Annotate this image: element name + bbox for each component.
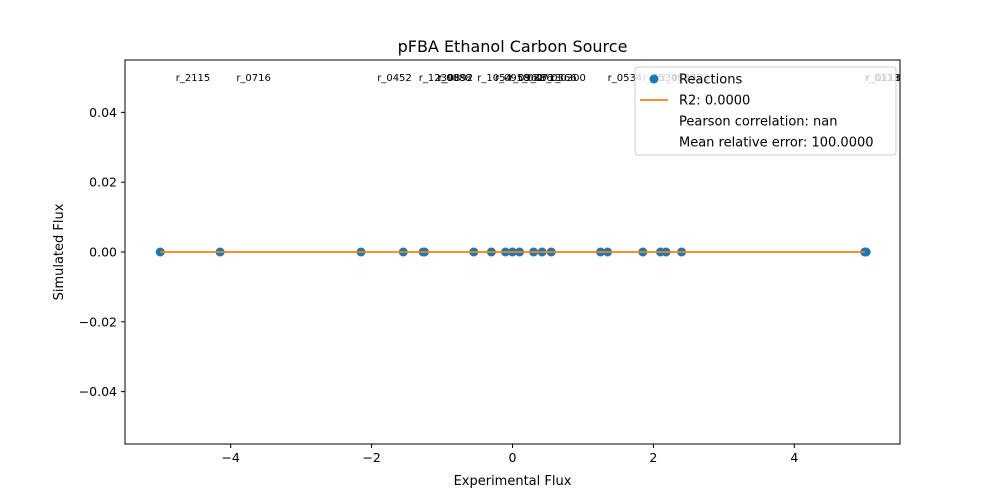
data-point [861, 247, 871, 257]
y-tick-label: 0.04 [89, 105, 117, 120]
x-tick-label: −4 [221, 450, 239, 465]
point-annotation-label: r_0300 [551, 73, 586, 84]
legend: Reactions R2: 0.0000 Pearson correlation: … [634, 66, 897, 156]
point-annotation-label: r_2115 [176, 73, 211, 84]
plot-content [155, 247, 871, 257]
y-tick-label: 0.00 [89, 245, 117, 260]
y-tick-label: −0.04 [79, 384, 117, 399]
y-tick-label: −0.02 [79, 314, 117, 329]
legend-entry: Mean relative error: 100.0000 [679, 136, 874, 151]
y-axis-label: Simulated Flux [52, 203, 67, 300]
point-annotation-label: r_0366 [542, 73, 577, 84]
chart-title: pFBA Ethanol Carbon Source [398, 37, 628, 56]
x-tick-label: −2 [362, 450, 380, 465]
legend-entry: Pearson correlation: nan [679, 115, 838, 130]
x-tick-label: 0 [509, 450, 517, 465]
x-axis-label: Experimental Flux [454, 474, 572, 489]
point-annotation-label: r_0452 [377, 73, 412, 84]
legend-box [634, 66, 897, 156]
x-tick-label: 2 [649, 450, 657, 465]
axis-ticks: −4 −2 0 2 4 −0.04 −0.02 0.00 0.02 0.04 [79, 105, 799, 465]
plot-frame [124, 59, 901, 445]
point-annotation-label: r_0886 [518, 73, 553, 84]
point-annotation-label: r_0716 [236, 73, 271, 84]
legend-entry: Reactions [679, 73, 742, 88]
point-annotation-label: r_0713 [527, 73, 562, 84]
x-tick-label: 4 [790, 450, 798, 465]
legend-marker-reactions [649, 74, 659, 84]
y-tick-label: 0.02 [89, 175, 117, 190]
point-annotation-label: r_0534 [608, 73, 643, 84]
point-annotation-label: r_1054 [477, 73, 512, 84]
point-annotation-label: r_0962 [509, 73, 544, 84]
legend-entry: R2: 0.0000 [679, 94, 750, 109]
point-annotation-label: r_0888 [437, 73, 472, 84]
point-annotation-label: r_1239 [419, 73, 454, 84]
point-annotation-label: r_0958 [495, 73, 530, 84]
point-annotation-label: r_0892 [439, 73, 474, 84]
